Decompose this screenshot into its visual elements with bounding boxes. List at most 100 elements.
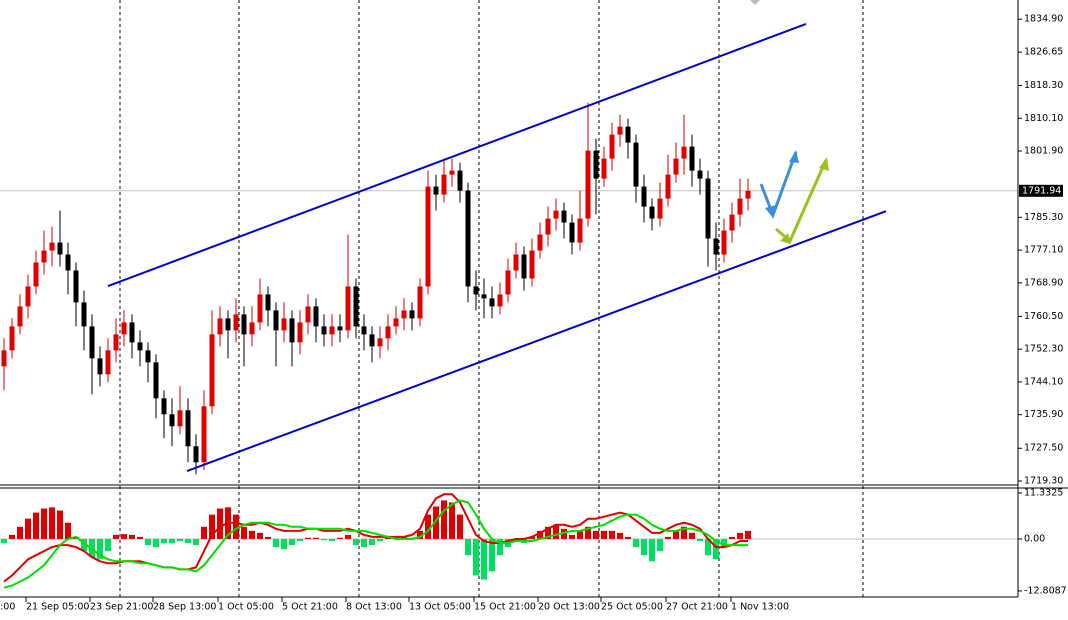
histogram-bar [473, 538, 479, 576]
histogram-bar [33, 512, 39, 539]
histogram-bar [137, 536, 143, 539]
histogram-bar [441, 500, 447, 539]
histogram-bar [545, 526, 551, 539]
histogram-bar [577, 530, 583, 539]
histogram-bar [329, 538, 335, 541]
candle-body [601, 158, 607, 179]
candle-body [49, 242, 55, 251]
candle-body [57, 242, 63, 255]
x-tick-label: 5 Oct 21:00 [282, 602, 338, 613]
candle-body [273, 310, 279, 331]
y-tick-label: 11.3325 [1024, 487, 1063, 498]
candle-body [569, 222, 575, 243]
histogram-bar [633, 538, 639, 548]
histogram-bar [81, 538, 87, 552]
candle-body [585, 150, 591, 219]
histogram-bar [721, 538, 727, 548]
candle-body [121, 322, 127, 335]
histogram-bar [729, 536, 735, 539]
y-tick-label: 1735.90 [1024, 409, 1063, 420]
x-tick-label: 20 Oct 13:00 [538, 602, 600, 613]
x-tick-label: 13:00 [0, 602, 15, 613]
histogram-bar [457, 514, 463, 539]
histogram-bar [529, 536, 535, 539]
candle-body [465, 190, 471, 287]
histogram-bar [129, 534, 135, 539]
candle-body [705, 178, 711, 239]
candle-body [489, 298, 495, 307]
candle-body [673, 158, 679, 175]
y-tick-label: 1727.50 [1024, 443, 1063, 454]
histogram-bar [705, 538, 711, 556]
y-tick-label: -12.8087 [1024, 585, 1067, 596]
histogram-bar [337, 537, 343, 539]
y-tick-label: 1752.30 [1024, 344, 1063, 355]
candle-body [401, 310, 407, 319]
histogram-bar [273, 538, 279, 548]
candle-body [529, 250, 535, 279]
histogram-bar [257, 532, 263, 539]
y-tick-label: 1826.65 [1024, 47, 1063, 58]
histogram-bar [25, 518, 31, 539]
histogram-bar [233, 514, 239, 539]
y-tick-label: 1801.90 [1024, 146, 1063, 157]
x-tick-label: 13 Oct 05:00 [409, 602, 471, 613]
histogram-bar [433, 506, 439, 539]
candle-body [633, 142, 639, 187]
candle-body [561, 210, 567, 223]
histogram-bar [345, 534, 351, 539]
frame [0, 0, 1068, 598]
histogram-bar [145, 538, 151, 546]
candle-body [441, 174, 447, 195]
candle-body [65, 254, 71, 271]
candle-body [689, 146, 695, 171]
histogram-bar [673, 530, 679, 539]
y-tick-label: 1818.30 [1024, 80, 1063, 91]
candle-body [209, 334, 215, 407]
histogram-bar [49, 507, 55, 539]
candle-body [177, 410, 183, 427]
x-tick-label: 1 Nov 13:00 [731, 602, 789, 613]
candle-body [625, 126, 631, 143]
candle-body [417, 286, 423, 319]
histogram-bar [537, 530, 543, 539]
histogram-bar [177, 538, 183, 541]
histogram-bar [657, 538, 663, 552]
trend-line [186, 210, 887, 472]
candle-body [137, 342, 143, 351]
x-tick-label: 21 Sep 05:00 [26, 602, 89, 613]
y-tick-label: 1719.30 [1024, 476, 1063, 487]
histogram-bar [193, 538, 199, 546]
histogram-bar [105, 538, 111, 552]
candle-body [113, 334, 119, 351]
candle-body [617, 126, 623, 135]
candle-body [649, 206, 655, 219]
histogram-bar [697, 538, 703, 541]
candle-body [577, 218, 583, 243]
histogram-bar [0, 538, 7, 544]
histogram-bar [121, 534, 127, 539]
histogram-bar [689, 532, 695, 539]
histogram-bar [313, 537, 319, 539]
x-tick-label: 8 Oct 13:00 [346, 602, 402, 613]
candle-body [353, 286, 359, 327]
candle-body [745, 190, 751, 199]
histogram-bar [393, 536, 399, 539]
candle-body [713, 238, 719, 255]
histogram-bar [353, 538, 359, 546]
histogram-bar [9, 534, 15, 539]
histogram-bar [289, 538, 295, 546]
y-tick-label: 0.00 [1024, 533, 1045, 544]
histogram-bar [449, 502, 455, 539]
histogram-bar [385, 537, 391, 539]
current-price-tag [1019, 184, 1063, 197]
candle-body [17, 306, 23, 327]
histogram-bar [497, 538, 503, 556]
candle-body [729, 214, 735, 231]
candle-body [97, 358, 103, 375]
candle-body [265, 294, 271, 311]
histogram-bar [361, 538, 367, 548]
histogram-bar [161, 538, 167, 544]
